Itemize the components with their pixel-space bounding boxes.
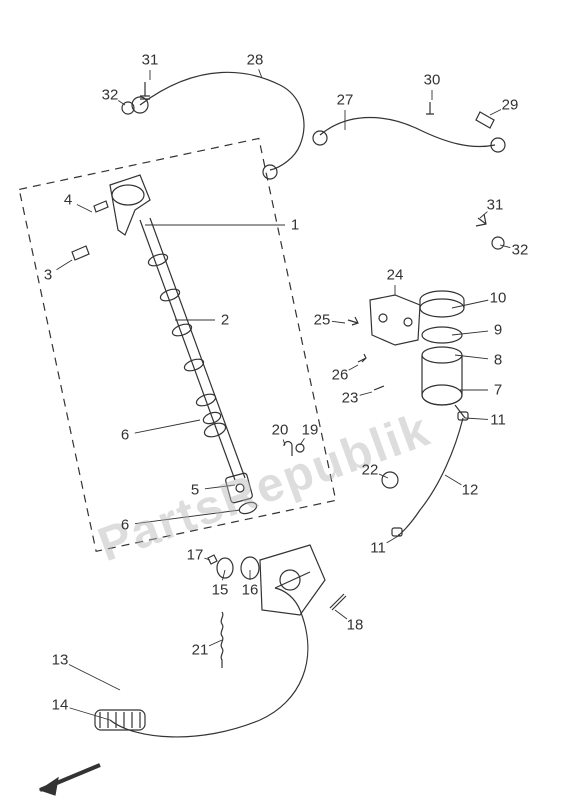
callout-2: 2: [221, 312, 229, 329]
callout-1: 1: [291, 217, 299, 234]
callout-13: 13: [52, 652, 69, 669]
callout-32: 32: [512, 242, 529, 259]
callout-10: 10: [490, 290, 507, 307]
callout-26: 26: [332, 367, 349, 384]
callout-3: 3: [44, 267, 52, 284]
callout-29: 29: [502, 97, 519, 114]
callout-5: 5: [191, 482, 199, 499]
callout-31: 31: [487, 197, 504, 214]
callout-31: 31: [142, 52, 159, 69]
callout-17: 17: [187, 547, 204, 564]
parts-diagram-canvas: [0, 0, 578, 800]
callout-15: 15: [212, 582, 229, 599]
callout-6: 6: [121, 427, 129, 444]
callout-22: 22: [362, 462, 379, 479]
callout-4: 4: [64, 192, 72, 209]
callout-11: 11: [370, 540, 386, 557]
callout-11: 11: [490, 412, 506, 429]
callout-12: 12: [462, 482, 479, 499]
callout-24: 24: [387, 267, 404, 284]
callout-6: 6: [121, 517, 129, 534]
callout-30: 30: [424, 72, 441, 89]
callout-9: 9: [494, 322, 502, 339]
callout-7: 7: [494, 382, 502, 399]
callout-25: 25: [314, 312, 331, 329]
callout-8: 8: [494, 352, 502, 369]
callout-18: 18: [347, 617, 364, 634]
callout-16: 16: [242, 582, 259, 599]
callout-19: 19: [302, 422, 319, 439]
callout-20: 20: [272, 422, 289, 439]
callout-27: 27: [337, 92, 354, 109]
callout-32: 32: [102, 87, 119, 104]
callout-28: 28: [247, 52, 264, 69]
callout-14: 14: [52, 697, 69, 714]
callout-23: 23: [342, 390, 359, 407]
callout-21: 21: [192, 642, 209, 659]
